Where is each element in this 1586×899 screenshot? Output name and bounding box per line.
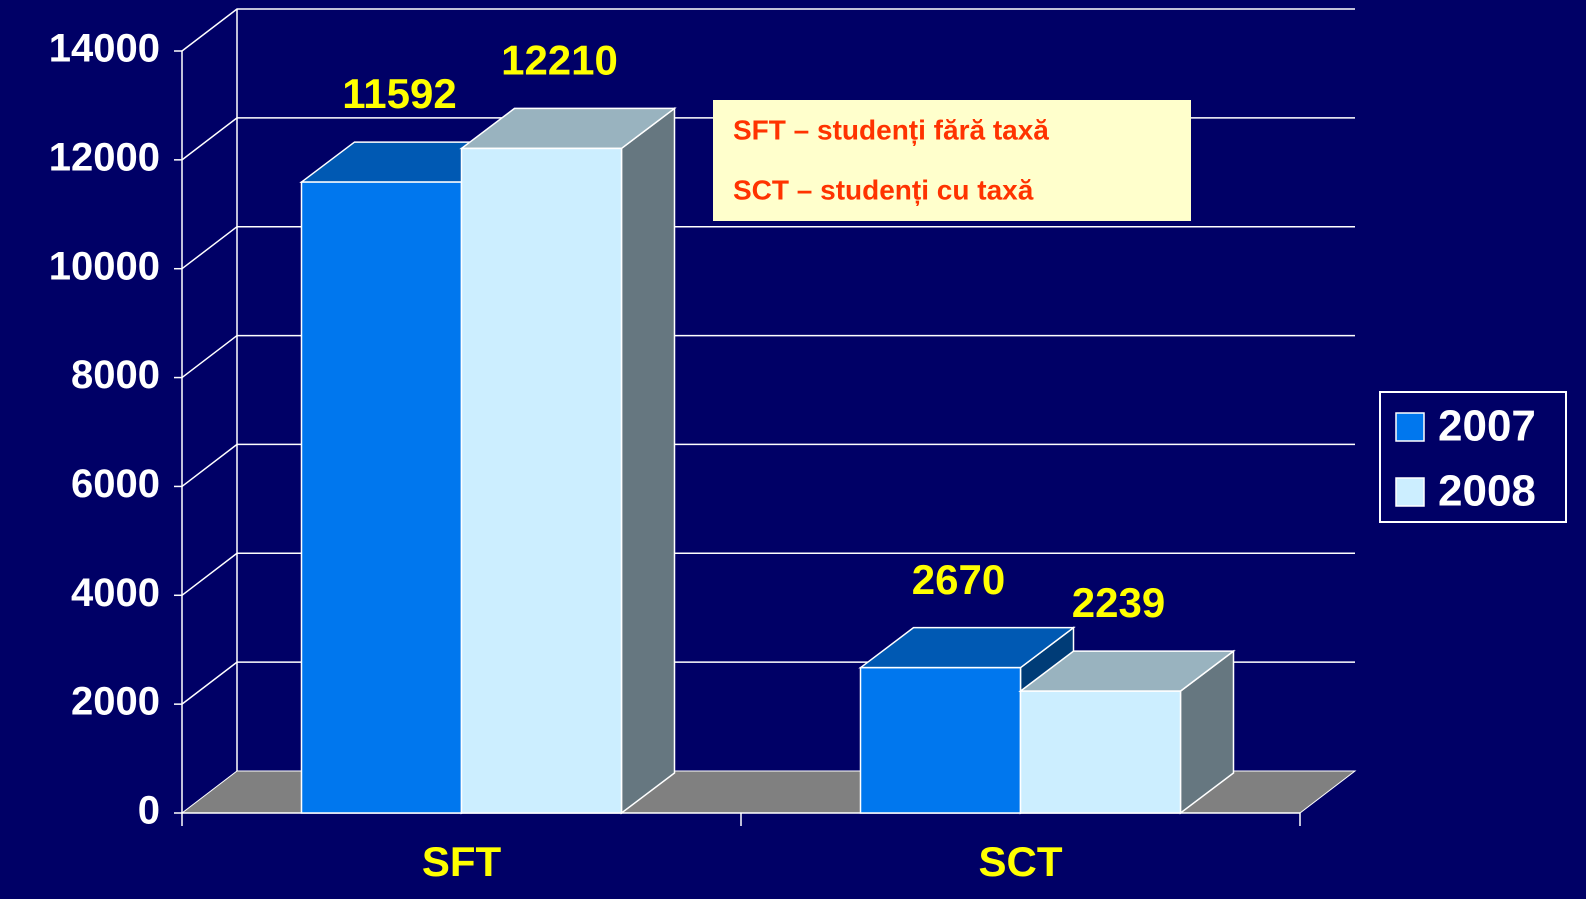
data-label: 2670 [912, 556, 1005, 603]
legend-box [1379, 391, 1567, 523]
x-tick-label: SFT [422, 838, 502, 885]
grid-line [181, 8, 1355, 52]
y-tick-label: 0 [138, 789, 160, 833]
bar [859, 666, 1022, 814]
bar-side [620, 106, 676, 815]
y-tick-label: 10000 [49, 244, 160, 288]
y-tick-label: 4000 [71, 571, 160, 615]
bar [1019, 690, 1182, 814]
x-tick-label: SCT [979, 838, 1063, 885]
y-tick-label: 2000 [71, 680, 160, 724]
y-tick-label: 14000 [49, 27, 160, 71]
data-label: 11592 [342, 70, 456, 117]
grid-line [181, 334, 1355, 379]
annotation-box [713, 100, 1191, 221]
y-tick-label: 12000 [49, 135, 160, 179]
annotation: SCT – studenți cu taxă [733, 174, 1034, 205]
legend-label: 2008 [1438, 467, 1536, 516]
bar [300, 181, 463, 814]
annotation: SFT – studenți fără taxă [733, 114, 1049, 145]
legend-swatch [1395, 412, 1425, 442]
grid-line [181, 552, 1355, 596]
grid-line [181, 225, 1355, 270]
data-label: 2239 [1072, 579, 1165, 626]
y-tick-label: 6000 [71, 462, 160, 506]
grid-line [181, 443, 1355, 488]
y-tick-label: 8000 [71, 353, 160, 397]
bar [460, 147, 623, 814]
legend-label: 2007 [1438, 402, 1536, 451]
data-label: 12210 [501, 37, 618, 84]
legend-swatch [1395, 477, 1425, 507]
